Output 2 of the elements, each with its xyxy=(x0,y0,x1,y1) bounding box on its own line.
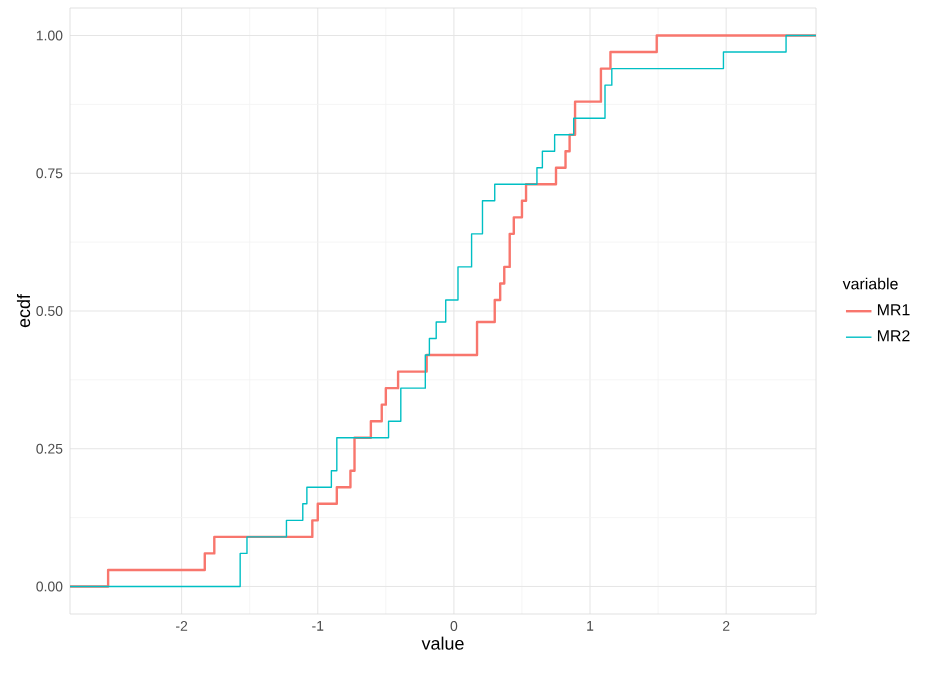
y-axis-title: ecdf xyxy=(16,294,31,328)
x-axis-title: value xyxy=(421,636,464,650)
